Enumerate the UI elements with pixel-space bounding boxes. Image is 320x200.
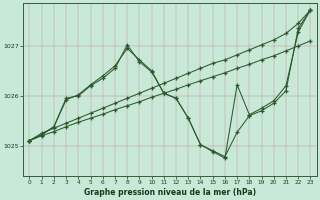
X-axis label: Graphe pression niveau de la mer (hPa): Graphe pression niveau de la mer (hPa) (84, 188, 256, 197)
